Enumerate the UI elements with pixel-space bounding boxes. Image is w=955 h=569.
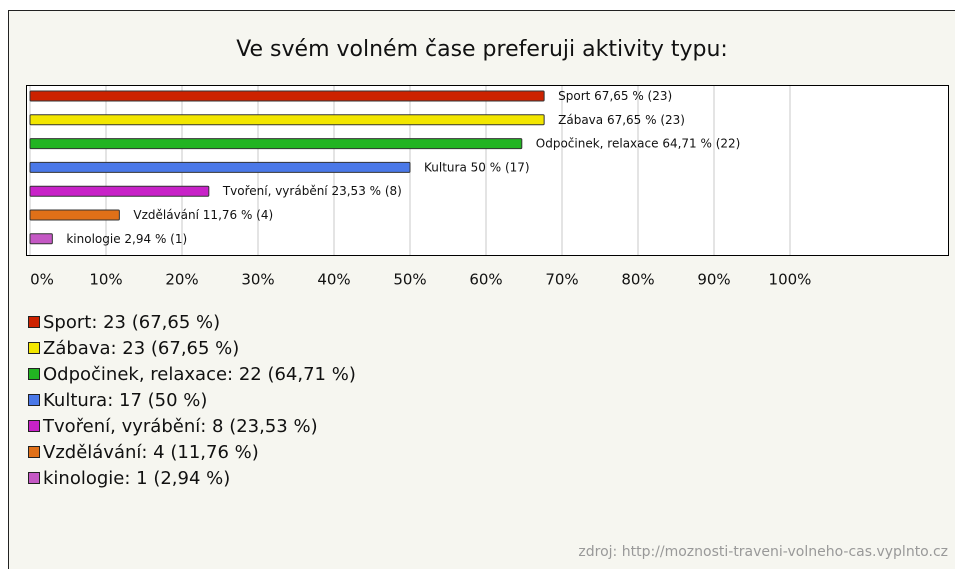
legend-swatch — [28, 368, 40, 380]
bar-label: kinologie 2,94 % (1) — [66, 231, 187, 245]
bar-label-category: Vzdělávání — [133, 208, 199, 222]
bar — [29, 90, 545, 102]
x-tick-label: 80% — [621, 271, 654, 289]
source-note: zdroj: http://moznosti-traveni-volneho-c… — [578, 544, 948, 560]
bar-label: Zábava 67,65 % (23) — [558, 112, 685, 126]
bar-label-value: 23,53 % (8) — [331, 184, 401, 198]
legend-label: Sport: 23 (67,65 %) — [43, 312, 220, 333]
x-tick-label: 10% — [89, 271, 122, 289]
x-tick-label: 60% — [469, 271, 502, 289]
x-tick-label: 20% — [165, 271, 198, 289]
bar — [29, 114, 545, 126]
x-tick-label: 0% — [30, 271, 54, 289]
bar-label-value: 64,71 % (22) — [662, 136, 740, 150]
bar-label-category: Kultura — [424, 160, 467, 174]
legend-label: Kultura: 17 (50 %) — [43, 390, 207, 411]
bar-label-category: kinologie — [66, 231, 120, 245]
bar — [29, 138, 523, 150]
bar-label: Odpočinek, relaxace 64,71 % (22) — [536, 136, 741, 150]
legend-swatch — [28, 472, 40, 484]
x-tick-label: 50% — [393, 271, 426, 289]
bar — [29, 233, 53, 245]
bar-label-value: 50 % (17) — [471, 160, 530, 174]
bar-label-category: Odpočinek, relaxace — [536, 136, 659, 150]
bar-label-category: Sport — [558, 89, 591, 103]
bar — [29, 185, 210, 197]
chart-title: Ve svém volném čase preferuji aktivity t… — [236, 37, 728, 62]
legend-label: Zábava: 23 (67,65 %) — [43, 338, 239, 359]
legend-label: Odpočinek, relaxace: 22 (64,71 %) — [43, 364, 356, 385]
bar-label-value: 2,94 % (1) — [124, 231, 187, 245]
bar-label: Vzdělávání 11,76 % (4) — [133, 208, 273, 222]
x-tick-label: 100% — [769, 271, 812, 289]
legend-label: Vzdělávání: 4 (11,76 %) — [43, 442, 259, 463]
bar-label: Tvoření, vyrábění 23,53 % (8) — [222, 184, 402, 198]
bar — [29, 161, 411, 173]
bar-label: Kultura 50 % (17) — [424, 160, 530, 174]
bar-label-value: 67,65 % (23) — [594, 89, 672, 103]
legend-label: Tvoření, vyrábění: 8 (23,53 %) — [42, 416, 318, 437]
bar-label: Sport 67,65 % (23) — [558, 89, 672, 103]
bar-label-category: Zábava — [558, 112, 603, 126]
x-tick-label: 70% — [545, 271, 578, 289]
legend-swatch — [28, 446, 40, 458]
legend-swatch — [28, 420, 40, 432]
x-tick-label: 30% — [241, 271, 274, 289]
bar — [29, 209, 120, 221]
legend-swatch — [28, 342, 40, 354]
legend-swatch — [28, 394, 40, 406]
legend-swatch — [28, 316, 40, 328]
bar-label-value: 11,76 % (4) — [203, 208, 273, 222]
bar-label-category: Tvoření, vyrábění — [222, 184, 328, 198]
x-tick-label: 90% — [697, 271, 730, 289]
bar-label-value: 67,65 % (23) — [607, 112, 685, 126]
legend-label: kinologie: 1 (2,94 %) — [43, 468, 230, 489]
x-tick-label: 40% — [317, 271, 350, 289]
